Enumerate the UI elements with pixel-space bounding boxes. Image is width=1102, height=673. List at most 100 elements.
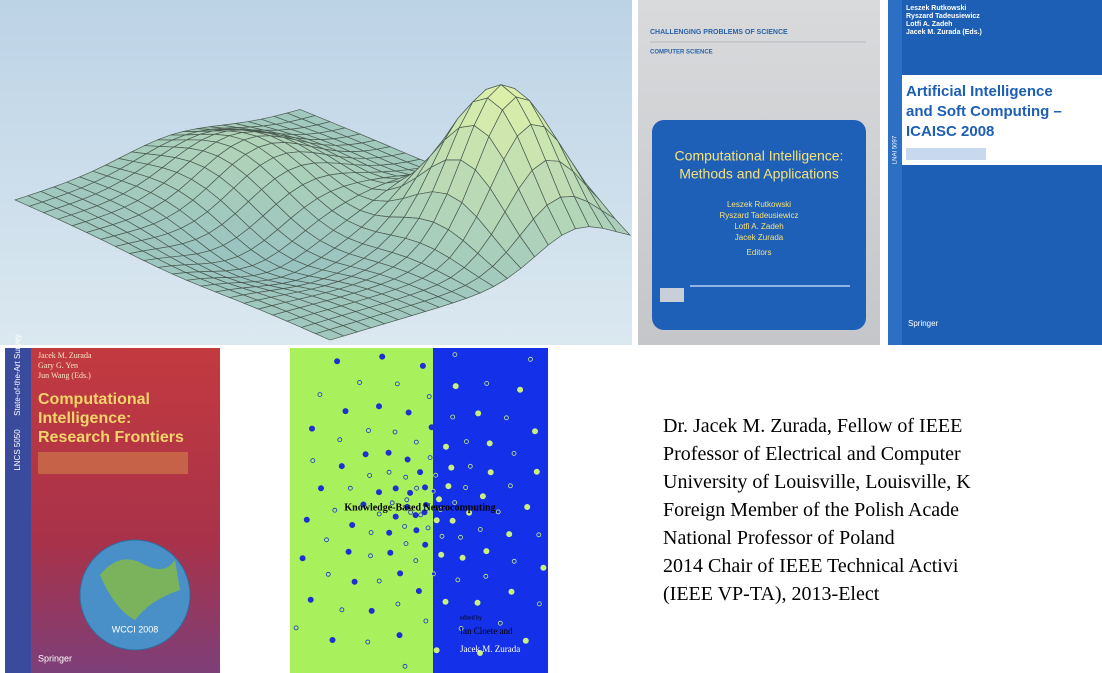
dot bbox=[392, 513, 399, 520]
dot bbox=[474, 599, 481, 606]
cover bbox=[888, 0, 1102, 345]
dot bbox=[466, 509, 473, 516]
dot bbox=[415, 588, 422, 595]
dot bbox=[376, 511, 382, 517]
dot bbox=[455, 577, 461, 583]
dot bbox=[392, 429, 398, 435]
dot bbox=[402, 663, 408, 669]
publisher: Springer bbox=[38, 653, 72, 663]
dot bbox=[317, 485, 324, 492]
cover-right bbox=[433, 348, 548, 673]
dot bbox=[484, 380, 490, 386]
dot bbox=[442, 598, 449, 605]
bio-line: (IEEE VP-TA), 2013-Elect bbox=[663, 583, 880, 605]
dot bbox=[386, 469, 392, 475]
dot bbox=[425, 525, 431, 531]
dot bbox=[533, 468, 540, 475]
dot bbox=[392, 485, 399, 492]
dot bbox=[524, 503, 531, 510]
dot bbox=[540, 564, 547, 571]
dot bbox=[338, 463, 345, 470]
title: Artificial Intelligence bbox=[906, 83, 1053, 100]
dot bbox=[483, 573, 489, 579]
dot bbox=[396, 632, 403, 639]
book-frontiers: State-of-the-Art Survey LNCS 5050 Jacek … bbox=[5, 334, 220, 673]
dot bbox=[495, 509, 501, 515]
dot bbox=[426, 394, 432, 399]
dot bbox=[528, 356, 533, 362]
book-neuro: Knowledge-Based Neurocomputing edited by… bbox=[290, 348, 548, 673]
dot bbox=[439, 533, 445, 539]
dot bbox=[368, 553, 373, 559]
dot bbox=[452, 352, 458, 358]
dot bbox=[379, 353, 386, 360]
spine bbox=[888, 0, 902, 345]
publisher: Springer bbox=[908, 319, 939, 328]
dot bbox=[389, 500, 395, 506]
dot bbox=[442, 443, 449, 450]
dot bbox=[368, 607, 375, 614]
title: Knowledge-Based Neurocomputing bbox=[344, 502, 495, 513]
author: Gary G. Yen bbox=[38, 361, 78, 370]
subtitle-block bbox=[38, 452, 188, 474]
author: Lotfi A. Zadeh bbox=[906, 21, 952, 28]
dot bbox=[414, 485, 420, 491]
dot bbox=[427, 455, 433, 461]
dot bbox=[463, 485, 469, 490]
dot bbox=[503, 415, 509, 421]
book-methods: CHALLENGING PROBLEMS OF SCIENCE COMPUTER… bbox=[638, 0, 880, 345]
dot bbox=[433, 647, 440, 654]
series: LNAI 5097 bbox=[893, 135, 899, 164]
dot bbox=[438, 507, 443, 513]
dot bbox=[433, 472, 439, 478]
dot bbox=[511, 450, 517, 456]
land bbox=[100, 559, 180, 620]
dot bbox=[418, 512, 424, 518]
dot bbox=[385, 449, 392, 456]
dot bbox=[303, 516, 310, 523]
dot bbox=[299, 555, 306, 562]
dot bbox=[428, 424, 435, 431]
bio-line: University of Louisville, Louisville, K bbox=[663, 471, 971, 493]
dot bbox=[433, 517, 440, 524]
author: Leszek Rutkowski bbox=[906, 5, 966, 12]
surface-mesh bbox=[14, 84, 632, 341]
role: Editors bbox=[747, 248, 772, 257]
dot bbox=[367, 473, 373, 478]
dot bbox=[421, 509, 428, 516]
bio-line: 2014 Chair of IEEE Technical Activi bbox=[663, 555, 959, 577]
dot bbox=[511, 558, 517, 564]
dot bbox=[459, 554, 466, 561]
dot bbox=[421, 484, 428, 491]
dot bbox=[394, 381, 400, 387]
dot bbox=[449, 517, 456, 524]
dot bbox=[536, 532, 542, 538]
dot bbox=[403, 541, 409, 546]
dot bbox=[431, 571, 436, 577]
dot bbox=[404, 456, 411, 463]
dot bbox=[347, 485, 353, 491]
dot bbox=[422, 541, 429, 548]
dot bbox=[507, 483, 513, 489]
dot bbox=[479, 493, 486, 500]
mesh-cell bbox=[314, 329, 345, 341]
editor: Ian Cloete and bbox=[460, 626, 513, 636]
bio-line: Dr. Jacek M. Zurada, Fellow of IEEE bbox=[663, 415, 963, 437]
title: ICAISC 2008 bbox=[906, 123, 994, 140]
title: and Soft Computing – bbox=[906, 103, 1062, 120]
dot bbox=[412, 512, 419, 519]
dot bbox=[345, 548, 352, 555]
bio-line: National Professor of Poland bbox=[663, 527, 895, 549]
dot bbox=[435, 496, 442, 503]
title: Research Frontiers bbox=[38, 429, 184, 446]
dot bbox=[337, 437, 343, 443]
dot bbox=[308, 425, 315, 432]
dot bbox=[329, 637, 336, 644]
dot bbox=[430, 488, 436, 494]
dot bbox=[458, 626, 464, 631]
title: Computational Intelligence: bbox=[675, 148, 844, 164]
dot bbox=[517, 386, 524, 393]
spiral-dots bbox=[293, 352, 547, 669]
author: Ryszard Tadeusiewicz bbox=[906, 13, 980, 20]
